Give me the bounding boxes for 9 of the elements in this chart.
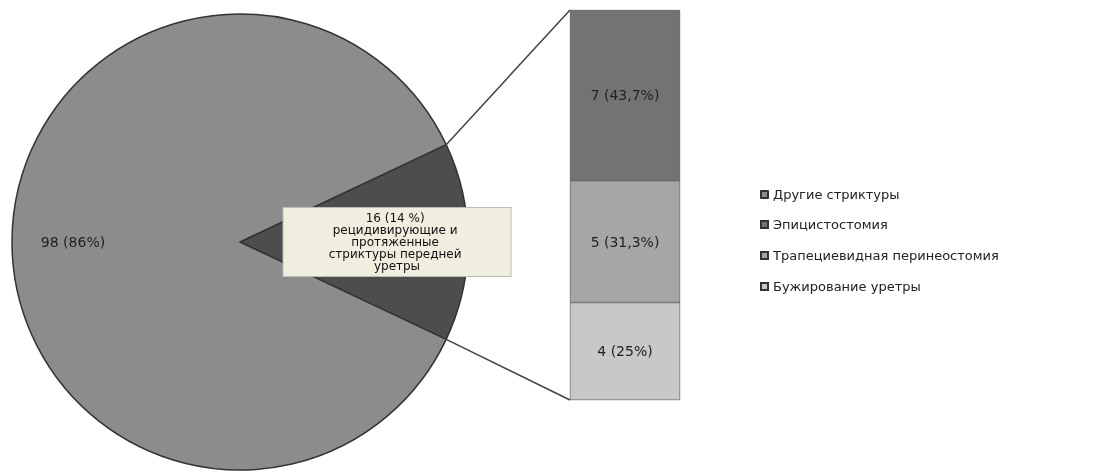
- data-label: 7 (43,7%): [590, 87, 660, 104]
- legend-label: Другие стриктуры: [773, 187, 900, 202]
- legend-label: Бужирование уретры: [773, 279, 921, 294]
- data-label: 4 (25%): [597, 343, 653, 360]
- data-label: 98 (86%): [40, 234, 106, 250]
- data-label: 16 (14 %) рецидивирующие и протяженные стриктуры передней уретры: [328, 211, 466, 273]
- legend-label: Эпицистостомия: [773, 217, 888, 232]
- data-label: 5 (31,3%): [590, 233, 660, 250]
- legend-label: Трапециевидная перинеостомия: [772, 248, 999, 263]
